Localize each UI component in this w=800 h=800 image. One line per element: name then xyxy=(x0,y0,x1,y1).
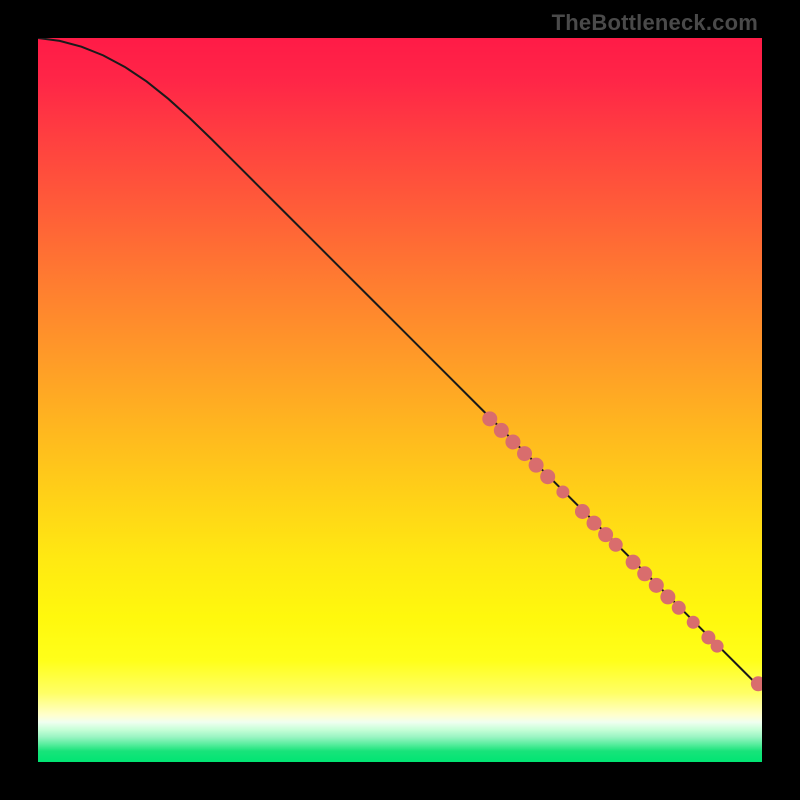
data-marker xyxy=(711,640,724,653)
curve-layer xyxy=(38,38,762,762)
data-marker xyxy=(751,676,762,691)
watermark-text: TheBottleneck.com xyxy=(552,10,758,36)
data-marker xyxy=(529,458,544,473)
plot-area xyxy=(38,38,762,762)
data-marker xyxy=(609,538,623,552)
data-marker xyxy=(626,555,641,570)
data-marker xyxy=(494,423,509,438)
data-marker xyxy=(575,504,590,519)
data-marker xyxy=(540,469,555,484)
data-marker xyxy=(505,434,520,449)
data-marker xyxy=(660,589,675,604)
data-marker xyxy=(637,566,652,581)
data-marker xyxy=(687,616,700,629)
data-marker xyxy=(587,516,602,531)
marker-group xyxy=(482,411,762,691)
chart-frame: TheBottleneck.com xyxy=(0,0,800,800)
data-marker xyxy=(482,411,497,426)
data-marker xyxy=(672,601,686,615)
data-marker xyxy=(556,485,569,498)
data-marker xyxy=(649,578,664,593)
data-marker xyxy=(517,446,532,461)
